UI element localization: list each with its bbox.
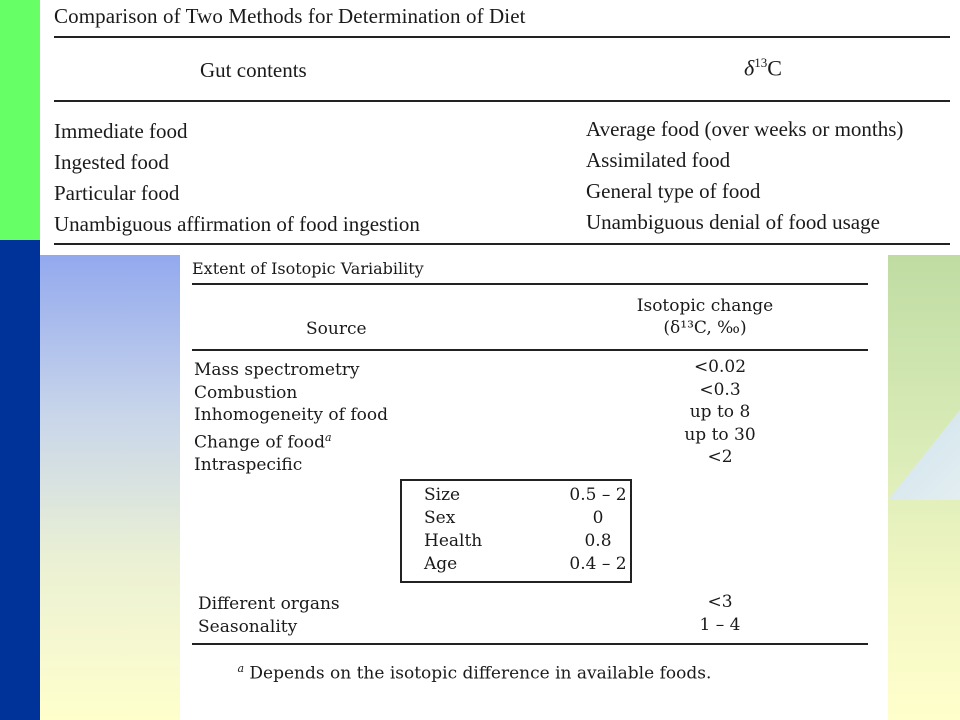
table-cell: <0.3: [699, 379, 741, 400]
table-cell: <2: [707, 447, 733, 467]
row-value: 0: [592, 508, 604, 528]
footnote-marker: a: [237, 662, 244, 675]
row-label: Health: [424, 531, 483, 551]
table-row: Inhomogeneity of food: [194, 405, 389, 425]
element-symbol: C: [767, 55, 782, 81]
table-row: Seasonality: [198, 617, 298, 637]
value-column: <0.02 <0.3 up to 8 up to 30 <2: [600, 356, 840, 469]
row-value: 0.5 – 2: [569, 485, 627, 505]
table-cell: 1 – 4: [699, 615, 741, 635]
bottom-rule: [54, 243, 950, 245]
comparison-table-title: Comparison of Two Methods for Determinat…: [54, 4, 526, 28]
isotope-number: 13: [754, 55, 768, 70]
table-row: Different organs: [198, 594, 340, 614]
row-label: Sex: [424, 508, 456, 528]
footnote-text: Depends on the isotopic difference in av…: [249, 663, 712, 684]
table-cell: up to 30: [684, 424, 756, 445]
header-rule: [192, 349, 868, 351]
header-line: (δ¹³C, ‰): [663, 318, 747, 338]
top-rule: [54, 36, 950, 38]
list-item: Particular food: [54, 181, 180, 205]
row-label: Size: [424, 485, 461, 505]
header-isotopic-change: Isotopic change (δ¹³C, ‰): [580, 295, 830, 339]
value-column-continued: <3 1 – 4: [600, 591, 840, 637]
list-item: Average food (over weeks or months): [586, 117, 904, 141]
gut-contents-column: Immediate food Ingested food Particular …: [54, 116, 420, 240]
header-line: Isotopic change: [636, 296, 774, 316]
top-rule: [192, 283, 868, 285]
variability-table: Extent of Isotopic Variability Isotopic …: [180, 255, 888, 720]
header-source: Source: [306, 319, 367, 339]
list-item: Unambiguous denial of food usage: [586, 210, 880, 234]
header-gut-contents: Gut contents: [200, 58, 307, 82]
header-delta-13c: δ13C: [744, 55, 782, 81]
source-column: Mass spectrometry Combustion Inhomogenei…: [194, 359, 388, 476]
list-item: Assimilated food: [586, 148, 731, 172]
list-item: Unambiguous affirmation of food ingestio…: [54, 212, 420, 236]
footer-rule: [192, 643, 868, 645]
source-column-continued: Different organs Seasonality: [198, 593, 340, 639]
table-cell: <0.02: [693, 357, 747, 377]
list-item: Ingested food: [54, 150, 169, 174]
comparison-table: Comparison of Two Methods for Determinat…: [40, 0, 960, 250]
table-row: Intraspecific: [194, 454, 303, 475]
footnote: a Depends on the isotopic difference in …: [198, 657, 878, 686]
list-item: General type of food: [586, 179, 761, 203]
row-label: Age: [424, 554, 458, 574]
decor-green-bar: [0, 0, 40, 240]
delta-13c-column: Average food (over weeks or months) Assi…: [586, 114, 903, 238]
delta-symbol: δ: [744, 55, 755, 81]
row-value: 0.8: [584, 531, 612, 551]
header-rule: [54, 100, 950, 102]
variability-table-title: Extent of Isotopic Variability: [192, 259, 424, 278]
table-cell: <3: [707, 592, 733, 612]
footnote-marker: a: [324, 430, 332, 444]
decor-blue-bar: [0, 240, 40, 720]
row-label: Change of food: [194, 432, 325, 453]
table-row: Mass spectrometry: [194, 360, 360, 380]
decor-gradient-left: [40, 255, 180, 720]
table-cell: up to 8: [689, 402, 751, 422]
intraspecific-breakdown-box: Size 0.5 – 2 Sex 0 Health 0.8 Age 0.4 – 2: [400, 479, 632, 583]
list-item: Immediate food: [54, 119, 188, 143]
table-row: Change of fooda: [194, 427, 388, 454]
table-row: Combustion: [194, 382, 298, 403]
row-value: 0.4 – 2: [569, 554, 627, 574]
